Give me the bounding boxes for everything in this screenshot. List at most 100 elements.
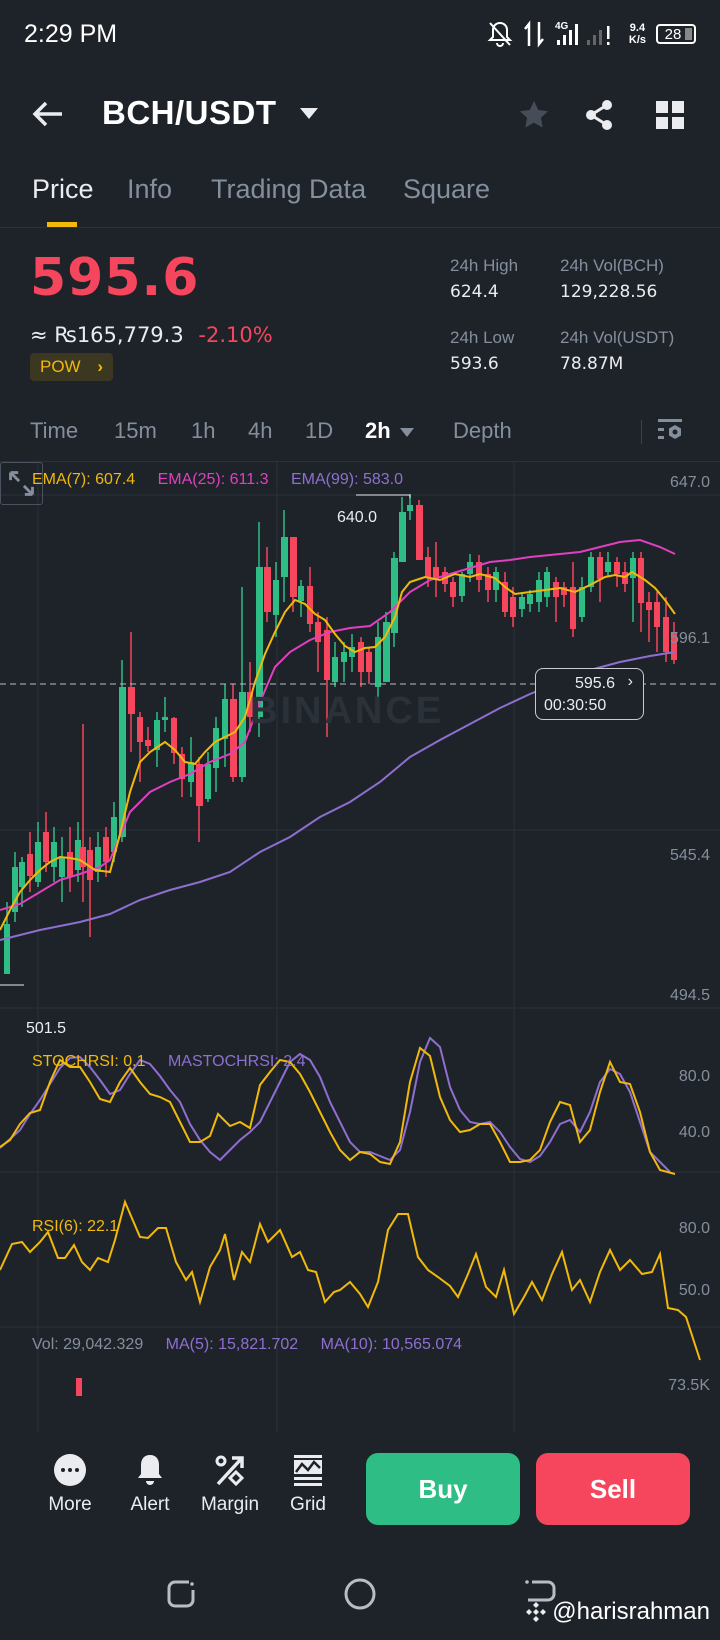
ema25-label: EMA(25): 611.3 — [157, 471, 269, 488]
stat-24h-vol-base: 24h Vol(BCH) 129,228.56 — [560, 256, 664, 302]
stat-24h-vol-quote: 24h Vol(USDT) 78.87M — [560, 328, 675, 374]
notifications-muted-icon — [487, 21, 513, 47]
status-time: 2:29 PM — [24, 20, 118, 48]
rsi-line — [0, 1198, 701, 1361]
high-price-marker: 640.0 — [337, 509, 378, 526]
tab-info[interactable]: Info — [127, 174, 173, 204]
home-icon[interactable] — [340, 1574, 380, 1614]
status-bar: 2:29 PM 4G 9.4 K/s 28 — [0, 0, 720, 74]
binance-logo-icon — [526, 1602, 547, 1622]
rsi-axis-high: 80.0 — [678, 1220, 710, 1237]
buy-button[interactable]: Buy — [366, 1453, 520, 1525]
interval-2h[interactable]: 2h — [365, 418, 391, 443]
share-icon[interactable] — [582, 98, 616, 132]
margin-button[interactable]: Margin — [195, 1452, 265, 1516]
mastochrsi-label: MASTOCHRSI: 2.4 — [167, 1053, 306, 1070]
interval-selector: Time 15m 1h 4h 1D 2h Depth — [0, 400, 720, 462]
section-tabs: Price Info Trading Data Square — [0, 170, 720, 228]
expand-chart-icon[interactable] — [0, 462, 43, 505]
price-change-percent: -2.10% — [198, 323, 273, 347]
candle-countdown: 00:30:50 — [544, 697, 607, 714]
tab-price[interactable]: Price — [32, 174, 94, 204]
active-tab-indicator — [47, 222, 77, 227]
stochrsi-legend: STOCHRSI: 0.1 MASTOCHRSI: 2.4 — [32, 1053, 305, 1071]
interval-dropdown-caret-icon[interactable] — [400, 428, 414, 437]
grid-menu-icon[interactable] — [653, 98, 687, 132]
pair-title[interactable]: BCH/USDT — [102, 94, 277, 131]
status-icons: 4G 9.4 K/s 28 — [487, 20, 696, 48]
stochrsi-line — [0, 1046, 676, 1175]
candlesticks — [4, 494, 677, 974]
last-price: 595.6 — [30, 248, 200, 308]
alert-button[interactable]: Alert — [115, 1452, 185, 1516]
recent-apps-icon[interactable] — [161, 1574, 201, 1614]
sell-button[interactable]: Sell — [536, 1453, 690, 1525]
mastochrsi-line — [0, 1036, 671, 1173]
interval-depth[interactable]: Depth — [453, 418, 512, 443]
tab-trading-data[interactable]: Trading Data — [211, 174, 367, 204]
chart-canvas[interactable] — [0, 462, 720, 1432]
rsi-legend: RSI(6): 22.1 — [32, 1218, 118, 1236]
stoch-axis-low: 40.0 — [678, 1124, 710, 1141]
ema99-label: EMA(99): 583.0 — [290, 471, 403, 488]
chevron-right-icon: › — [97, 357, 104, 376]
signal-strength-icon: 4G — [555, 21, 610, 45]
category-tag-button[interactable]: POW › — [30, 353, 114, 381]
network-speed: 9.4 K/s — [628, 22, 646, 46]
ema7-line — [0, 570, 676, 931]
grid-trading-icon — [294, 1455, 322, 1486]
bell-icon — [138, 1455, 162, 1485]
rsi-label: RSI(6): 22.1 — [32, 1218, 119, 1235]
bottom-action-bar: More Alert Margin Grid Buy Sell — [0, 1440, 720, 1540]
axis-top-label: 647.0 — [669, 474, 710, 491]
tab-square[interactable]: Square — [403, 174, 491, 204]
vol-ma5-label: MA(5): 15,821.702 — [165, 1336, 299, 1353]
axis-bottom-label: 494.5 — [669, 987, 710, 1004]
volume-legend: Vol: 29,042.329 MA(5): 15,821.702 MA(10)… — [32, 1336, 462, 1354]
stat-24h-low: 24h Low 593.6 — [450, 328, 515, 374]
volume-bar — [76, 1378, 82, 1396]
interval-4h[interactable]: 4h — [248, 418, 273, 443]
volume-axis-label: 73.5K — [668, 1377, 710, 1394]
ema25-line — [0, 538, 676, 911]
divider — [641, 420, 642, 444]
pair-header: BCH/USDT — [0, 80, 720, 150]
system-nav-bar: @harisrahman — [0, 1560, 720, 1640]
current-price-value: 595.6 — [574, 675, 615, 692]
interval-1d[interactable]: 1D — [305, 418, 334, 443]
price-summary: 595.6 ≈ ₨165,779.3 -2.10% POW › — [30, 248, 273, 381]
grid-button[interactable]: Grid — [273, 1452, 343, 1516]
more-button[interactable]: More — [35, 1452, 105, 1516]
ema-legend: EMA(7): 607.4 EMA(25): 611.3 EMA(99): 58… — [32, 471, 403, 489]
low-price-marker: 501.5 — [26, 1020, 67, 1037]
creator-credit: @harisrahman — [524, 1598, 710, 1626]
battery-icon: 28 — [656, 24, 696, 44]
more-dots-icon — [54, 1454, 86, 1486]
stoch-axis-high: 80.0 — [678, 1068, 710, 1085]
ema7-label: EMA(7): 607.4 — [32, 471, 136, 488]
stochrsi-label: STOCHRSI: 0.1 — [32, 1053, 146, 1070]
price-chart[interactable]: EMA(7): 607.4 EMA(25): 611.3 EMA(99): 58… — [0, 462, 720, 1432]
vol-ma10-label: MA(10): 10,565.074 — [320, 1336, 463, 1353]
current-price-box[interactable]: 595.6 › 00:30:50 — [535, 668, 644, 720]
chart-settings-icon[interactable] — [656, 416, 686, 446]
volume-label: Vol: 29,042.329 — [32, 1336, 144, 1353]
fiat-value: ≈ ₨165,779.3 — [30, 323, 184, 347]
favorite-star-icon[interactable] — [517, 98, 551, 132]
data-transfer-icon — [523, 20, 544, 48]
interval-1h[interactable]: 1h — [191, 418, 216, 443]
svg-text:4G: 4G — [555, 21, 569, 32]
back-arrow-icon[interactable] — [28, 96, 68, 132]
stat-24h-high: 24h High 624.4 — [450, 256, 519, 302]
axis-current-label: 596.1 — [669, 630, 710, 647]
chevron-right-icon: › — [627, 673, 633, 690]
axis-mid-label: 545.4 — [669, 847, 710, 864]
margin-percent-icon — [215, 1455, 245, 1487]
fiat-row: ≈ ₨165,779.3 -2.10% — [30, 323, 273, 347]
interval-15m[interactable]: 15m — [114, 418, 157, 443]
back-nav-icon[interactable] — [520, 1574, 560, 1614]
interval-time[interactable]: Time — [30, 418, 79, 443]
pair-dropdown-caret-icon[interactable] — [300, 108, 318, 119]
rsi-axis-mid: 50.0 — [678, 1282, 710, 1299]
tag-label: POW — [40, 357, 81, 376]
